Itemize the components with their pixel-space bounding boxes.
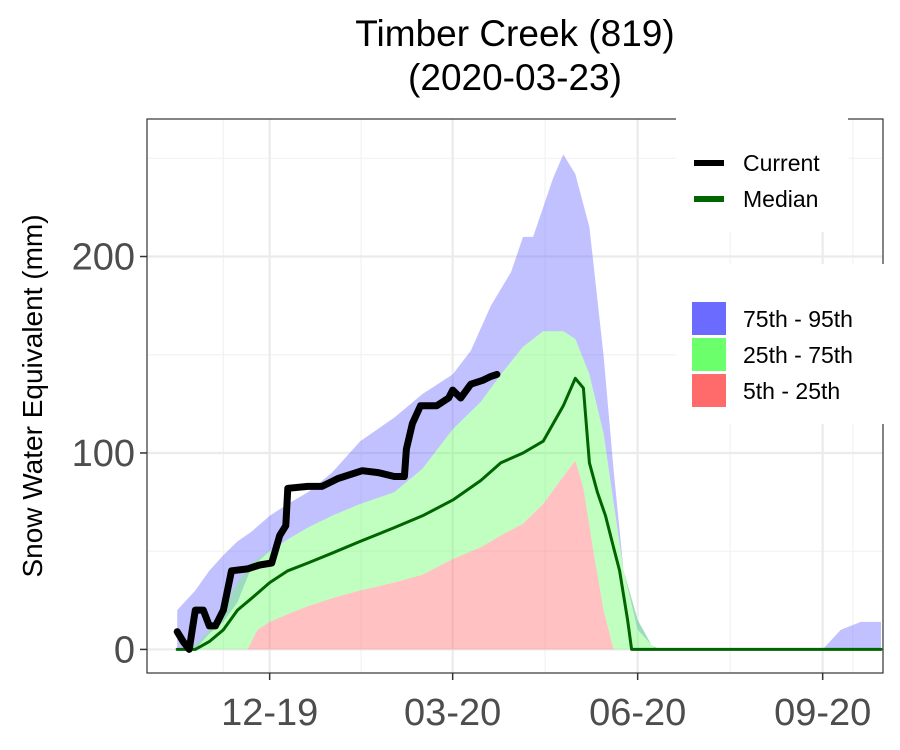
y-tick-label: 0 xyxy=(114,629,135,671)
legend-bands: 75th - 95th 25th - 75th 5th - 25th xyxy=(676,264,886,424)
legend-key-75-95 xyxy=(692,302,726,335)
line-layer xyxy=(173,370,883,653)
legend-key-5-25 xyxy=(692,374,726,407)
y-tick-label: 100 xyxy=(72,433,135,475)
y-axis-label: Snow Water Equivalent (mm) xyxy=(17,214,48,577)
axis-layer: 0 100 200 12-19 03-20 06-20 09-20 xyxy=(72,237,872,734)
legend-label-75-95: 75th - 95th xyxy=(743,306,853,332)
x-tick-label: 06-20 xyxy=(589,692,686,734)
y-tick-label: 200 xyxy=(72,237,135,279)
legend-label-5-25: 5th - 25th xyxy=(743,378,840,404)
band-25-75 xyxy=(177,331,881,650)
x-tick-label: 03-20 xyxy=(404,692,501,734)
x-tick-label: 09-20 xyxy=(774,692,871,734)
band-5-25 xyxy=(247,460,614,650)
x-tick-label: 12-19 xyxy=(221,692,318,734)
median-line xyxy=(175,376,883,651)
current-line xyxy=(173,370,501,653)
chart-title-block: Timber Creek (819) (2020-03-23) xyxy=(147,12,883,100)
band-75-95 xyxy=(177,154,881,650)
legend-label-median: Median xyxy=(743,186,818,212)
chart-subtitle: (2020-03-23) xyxy=(408,57,622,98)
legend-label-25-75: 25th - 75th xyxy=(743,342,853,368)
legend-label-current: Current xyxy=(743,150,820,176)
band-layer xyxy=(177,154,881,650)
legend-key-25-75 xyxy=(692,338,726,371)
legend-lines: Current Median xyxy=(676,114,848,232)
chart-title: Timber Creek (819) xyxy=(355,13,675,54)
